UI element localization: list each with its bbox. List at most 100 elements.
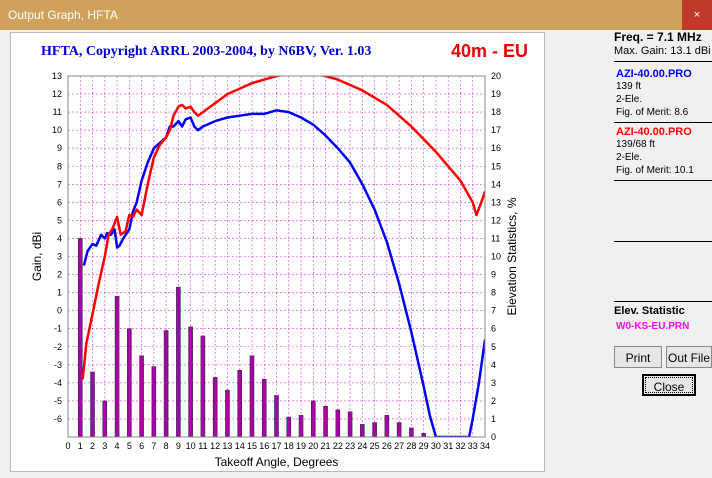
y-tick-label: -2 (54, 342, 62, 352)
elevation-bar (200, 335, 206, 438)
elevation-bar (139, 355, 144, 438)
y2-tick-label: 19 (491, 89, 501, 99)
x-tick-label: 19 (296, 441, 306, 451)
elevation-bar (114, 295, 120, 438)
x-tick-label: 16 (259, 441, 269, 451)
antenna-1-height: 139 ft (616, 81, 642, 92)
y2-axis-label: Elevation Statistics, % (505, 197, 519, 315)
x-tick-label: 33 (468, 441, 478, 451)
y-tick-label: 12 (52, 89, 62, 99)
print-button[interactable]: Print (614, 346, 662, 368)
y-tick-label: 11 (53, 107, 62, 117)
y2-tick-label: 3 (491, 378, 496, 388)
elevation-bar (396, 422, 402, 438)
x-tick-label: 12 (210, 441, 220, 451)
y2-tick-label: 9 (491, 270, 496, 280)
x-tick-label: 13 (222, 441, 232, 451)
x-tick-label: 23 (345, 441, 355, 451)
elevation-chart: HFTA, Copyright ARRL 2003-2004, by N6BV,… (30, 41, 528, 469)
out-file-button[interactable]: Out File (666, 346, 712, 368)
elevation-bar (176, 286, 181, 438)
x-tick-label: 9 (176, 441, 181, 451)
divider (614, 241, 712, 242)
y2-tick-label: 2 (491, 396, 496, 406)
y2-tick-label: 17 (491, 125, 501, 135)
y2-tick-label: 8 (491, 288, 496, 298)
y-tick-label: 3 (57, 252, 62, 262)
elevation-bar (360, 424, 365, 438)
elevation-bar (384, 415, 390, 438)
elevation-bar (409, 427, 414, 438)
y2-tick-label: 20 (491, 71, 501, 81)
y-tick-label: 1 (57, 288, 62, 298)
chart-title: HFTA, Copyright ARRL 2003-2004, by N6BV,… (41, 44, 371, 59)
y-tick-label: -5 (54, 396, 62, 406)
plot-area-border (67, 75, 486, 438)
y2-tick-label: 15 (491, 161, 501, 171)
elevation-statistic-title: Elev. Statistic (614, 305, 685, 317)
antenna-1-name: AZI-40.00.PRO (616, 68, 692, 80)
elevation-bar (261, 378, 267, 438)
x-tick-label: 29 (419, 441, 429, 451)
elevation-bar (323, 406, 328, 438)
x-axis-label: Takeoff Angle, Degrees (215, 455, 339, 469)
y-tick-label: 7 (57, 179, 62, 189)
divider (614, 301, 712, 302)
elevation-bar (249, 355, 255, 438)
x-tick-label: 6 (139, 441, 144, 451)
y-tick-label: 5 (57, 215, 62, 225)
series-line-2 (81, 76, 485, 380)
elevation-bar (163, 330, 169, 438)
x-tick-label: 22 (333, 441, 343, 451)
y-tick-label: 6 (57, 197, 62, 207)
title-bar: Output Graph, HFTA × (0, 0, 712, 30)
y-tick-label: 4 (57, 233, 62, 243)
elevation-bar (212, 377, 218, 438)
x-tick-label: 1 (78, 441, 83, 451)
x-tick-label: 17 (271, 441, 281, 451)
x-tick-label: 18 (284, 441, 294, 451)
x-tick-label: 24 (357, 441, 367, 451)
x-tick-label: 14 (235, 441, 245, 451)
elevation-bar (286, 416, 292, 438)
x-tick-label: 27 (394, 441, 404, 451)
x-tick-label: 2 (90, 441, 95, 451)
y-tick-label: -6 (54, 414, 62, 424)
window-close-icon[interactable]: × (682, 0, 712, 30)
elevation-bar (127, 328, 132, 438)
x-tick-label: 7 (151, 441, 156, 451)
antenna-2-elements: 2-Ele. (616, 152, 643, 163)
y2-tick-label: 18 (491, 107, 501, 117)
plot-frame: HFTA, Copyright ARRL 2003-2004, by N6BV,… (10, 32, 545, 472)
close-button[interactable]: Close (642, 374, 696, 396)
x-tick-label: 8 (164, 441, 169, 451)
elevation-bar (102, 400, 108, 438)
x-tick-label: 5 (127, 441, 132, 451)
y2-tick-label: 13 (491, 197, 501, 207)
y2-tick-label: 4 (491, 360, 496, 370)
elevation-bar (274, 395, 279, 438)
elevation-bar (151, 366, 157, 438)
divider (614, 122, 712, 123)
antenna-1-fom: Fig. of Merit: 8.6 (616, 107, 689, 118)
frequency-label: Freq. = 7.1 MHz (614, 30, 702, 44)
y2-tick-label: 14 (491, 179, 501, 189)
x-tick-label: 25 (370, 441, 380, 451)
y-tick-label: 8 (57, 161, 62, 171)
y-tick-label: -1 (54, 324, 62, 334)
x-tick-label: 34 (480, 441, 490, 451)
elevation-bar (372, 422, 377, 438)
y2-tick-label: 12 (491, 215, 501, 225)
x-tick-label: 10 (186, 441, 196, 451)
y-tick-label: 2 (57, 270, 62, 280)
x-tick-label: 31 (443, 441, 453, 451)
elevation-bar (421, 433, 426, 438)
x-tick-label: 21 (321, 441, 331, 451)
antenna-2-name: AZI-40.00.PRO (616, 126, 692, 138)
x-tick-label: 32 (455, 441, 465, 451)
x-tick-label: 0 (65, 441, 70, 451)
x-tick-label: 15 (247, 441, 257, 451)
y2-tick-label: 7 (491, 306, 496, 316)
info-panel: Freq. = 7.1 MHz Max. Gain: 13.1 dBi AZI-… (548, 30, 712, 478)
divider (614, 61, 712, 62)
